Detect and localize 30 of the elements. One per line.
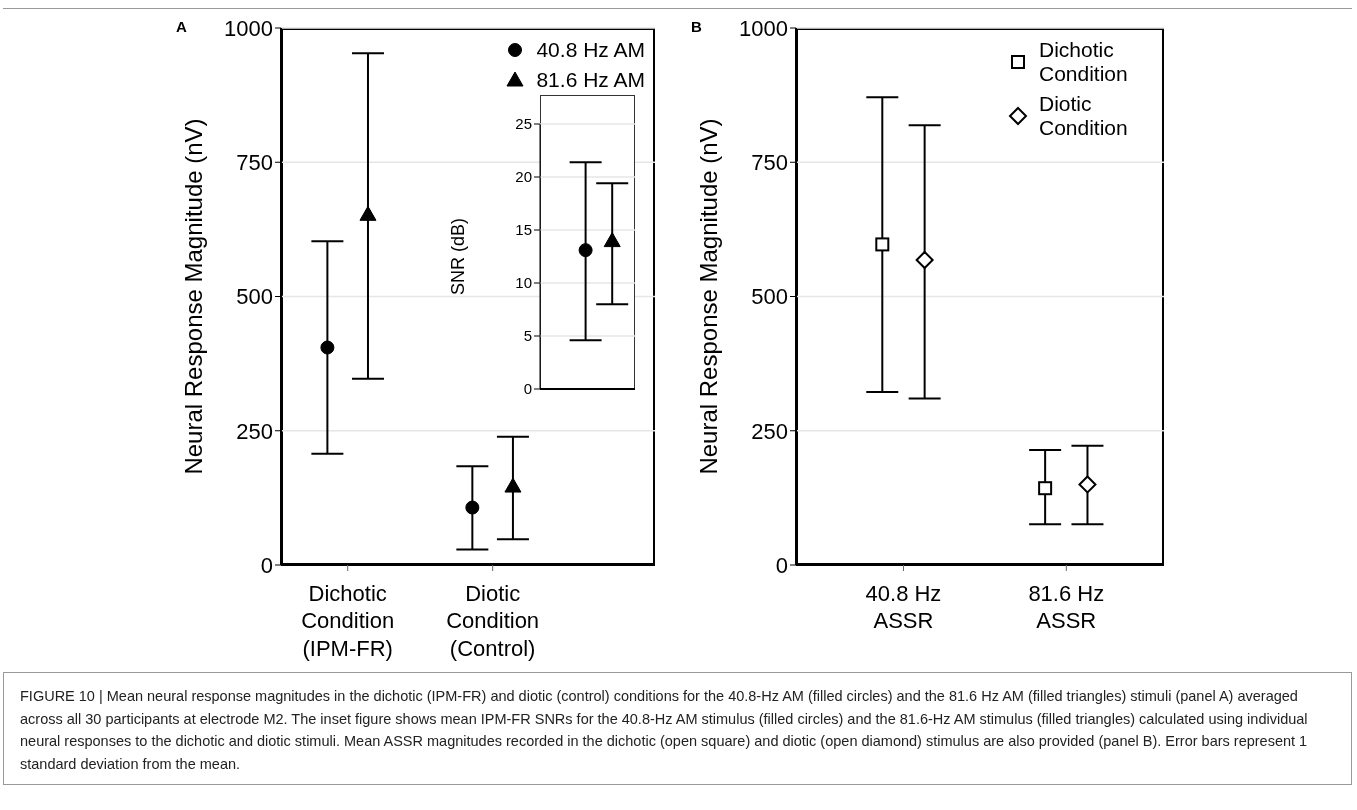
y-tick-label: 0 (523, 380, 532, 398)
legend-label: 81.6 Hz AM (536, 68, 645, 92)
chart-title: B (691, 18, 702, 35)
y-axis-title: SNR (dB) (448, 217, 469, 296)
legend-label: Diotic Condition (1039, 92, 1129, 140)
legend-label: Dichotic Condition (1039, 38, 1129, 86)
y-tick-label: 10 (515, 274, 532, 292)
y-tick-label: 500 (751, 284, 788, 310)
x-tick-label: 40.8 Hz ASSR (865, 580, 942, 634)
y-axis-title: Neural Response Magnitude (nV) (694, 118, 722, 475)
y-tick-label: 500 (236, 284, 273, 310)
x-tick-label: Diotic Condition (Control) (446, 580, 540, 661)
y-tick-label: 1000 (224, 15, 273, 41)
y-tick-label: 1000 (739, 15, 788, 41)
legend-label: 40.8 Hz AM (536, 38, 645, 62)
x-tick-label: Dichotic Condition (IPM-FR) (301, 580, 395, 661)
chart-title: A (176, 18, 187, 35)
y-tick-label: 5 (523, 327, 532, 345)
y-tick-label: 750 (236, 150, 273, 176)
y-tick-label: 25 (515, 115, 532, 133)
y-tick-label: 20 (515, 168, 532, 186)
y-tick-label: 750 (751, 150, 788, 176)
y-tick-label: 250 (236, 418, 273, 444)
caption: FIGURE 10 | Mean neural response magnitudes in the dichotic (IPM-FR) and diotic (control) conditions for the 40.8-Hz AM (filled circles) and the 81.6 Hz AM (filled triangles) stimuli (panel A) averaged across all 30 participants at electrode M2. The inset figure shows mean IPM-FR SNRs for the 40.8-Hz AM stimulus (filled circles) and the 81.6-Hz AM stimulus (filled triangles) calculated using individual neural responses to the dichotic and diotic stimuli. Mean ASSR magnitudes recorded in the dichotic (open square) and diotic (open diamond) stimulus are also provided (panel B). Error bars represent 1 standard deviation from the mean. (20, 687, 1309, 774)
x-tick-label: 81.6 Hz ASSR (1028, 580, 1105, 634)
y-tick-label: 250 (751, 418, 788, 444)
y-tick-label: 0 (775, 552, 788, 578)
y-tick-label: 15 (515, 221, 532, 239)
y-axis-title: Neural Response Magnitude (nV) (179, 118, 207, 475)
y-tick-label: 0 (260, 552, 273, 578)
